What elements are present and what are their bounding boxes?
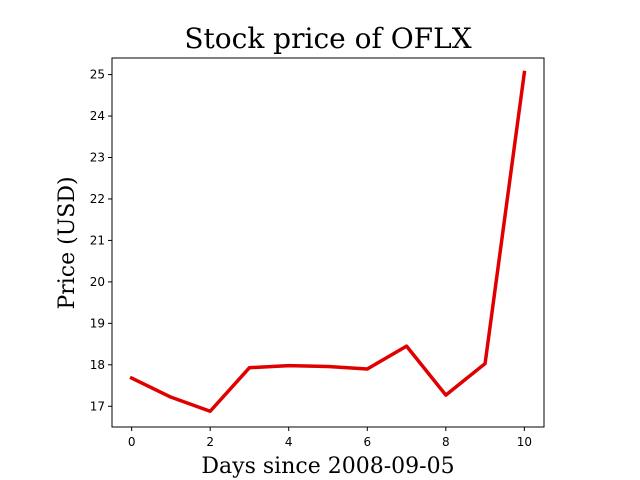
y-tick-label: 25 (90, 68, 105, 82)
y-tick-label: 18 (90, 358, 105, 372)
y-tick-label: 21 (90, 233, 105, 247)
chart-title: Stock price of OFLX (184, 22, 471, 55)
y-axis-label: Price (USD) (55, 176, 80, 309)
x-tick-label: 4 (285, 435, 293, 449)
y-axis-ticks: 17 18 19 20 21 22 23 24 25 (90, 68, 112, 413)
y-tick-label: 17 (90, 399, 105, 413)
y-tick-label: 19 (90, 316, 105, 330)
x-tick-label: 0 (128, 435, 136, 449)
x-tick-label: 8 (442, 435, 450, 449)
price-line (129, 70, 527, 413)
x-tick-label: 6 (363, 435, 371, 449)
x-axis-ticks: 0 2 4 6 8 10 (128, 427, 532, 449)
y-tick-label: 23 (90, 151, 105, 165)
y-tick-label: 22 (90, 192, 105, 206)
y-tick-label: 24 (90, 109, 105, 123)
y-tick-label: 20 (90, 275, 105, 289)
plot-series (129, 70, 527, 413)
plot-frame (111, 57, 545, 428)
x-tick-label: 2 (206, 435, 214, 449)
x-axis-label: Days since 2008-09-05 (201, 454, 454, 479)
x-tick-label: 10 (517, 435, 532, 449)
